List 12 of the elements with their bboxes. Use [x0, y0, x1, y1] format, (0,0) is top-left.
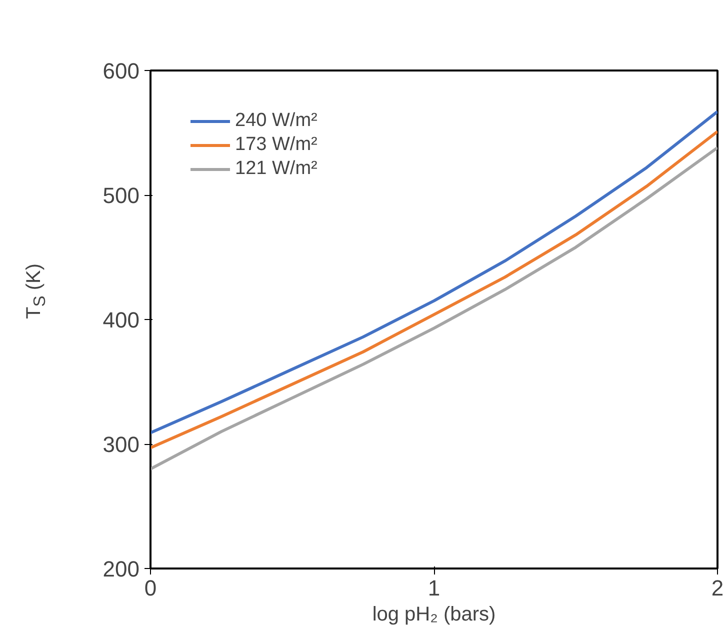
- x-tick-label: 2: [711, 576, 724, 600]
- y-tick-label: 300: [102, 432, 140, 457]
- y-tick-label: 600: [102, 58, 140, 84]
- x-axis-title: log pH₂ (bars): [372, 604, 496, 626]
- y-tick-label: 200: [102, 556, 140, 582]
- y-tick-label: 400: [102, 308, 140, 332]
- x-tick-label: 0: [144, 576, 157, 600]
- x-tick-label: 1: [428, 576, 440, 600]
- y-tick-label: 500: [102, 183, 140, 208]
- legend-label: 240 W/m²: [235, 110, 318, 132]
- legend-label: 121 W/m²: [235, 158, 318, 180]
- legend-label: 173 W/m²: [235, 134, 318, 156]
